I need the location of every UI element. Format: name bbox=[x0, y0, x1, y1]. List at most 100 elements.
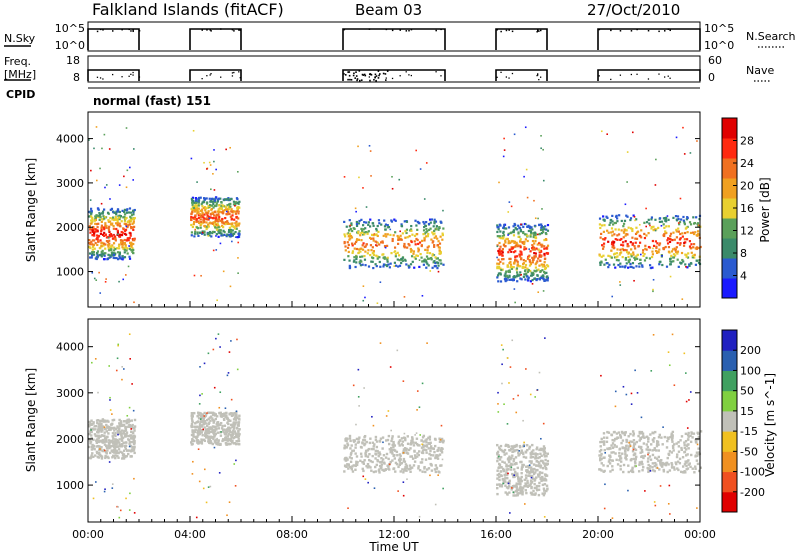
velocity-echo-outlier bbox=[206, 412, 208, 414]
velocity-ground-scatter-cell bbox=[537, 456, 540, 460]
power-echo-cell bbox=[367, 249, 370, 252]
power-echo-cell bbox=[660, 220, 664, 223]
velocity-ground-scatter-cell bbox=[505, 468, 508, 471]
velocity-ground-scatter-cell bbox=[133, 451, 136, 455]
power-echo-cell bbox=[96, 237, 99, 240]
velocity-ground-scatter-cell bbox=[406, 442, 410, 446]
velocity-ground-scatter-cell bbox=[518, 482, 521, 485]
power-echo-cell bbox=[533, 233, 537, 236]
power-echo-outlier bbox=[652, 247, 654, 250]
power-echo-outlier bbox=[606, 133, 609, 135]
power-echo-cell bbox=[199, 215, 203, 218]
power-echo-cell bbox=[376, 255, 379, 258]
power-echo-cell bbox=[103, 258, 106, 261]
power-echo-cell bbox=[384, 233, 387, 236]
velocity-echo-outlier bbox=[673, 384, 676, 387]
velocity-ground-scatter-cell bbox=[541, 447, 544, 451]
velocity-ground-scatter-cell bbox=[694, 465, 697, 468]
power-echo-outlier bbox=[126, 169, 129, 172]
velocity-ground-scatter-cell bbox=[225, 443, 228, 446]
velocity-ground-scatter-cell bbox=[699, 430, 703, 433]
power-echo-cell bbox=[205, 227, 208, 231]
power-echo-cell bbox=[88, 210, 91, 213]
power-echo-cell bbox=[124, 233, 128, 236]
nsky-noise-dot bbox=[619, 30, 622, 32]
power-echo-cell bbox=[539, 276, 543, 279]
velocity-ground-scatter-cell bbox=[405, 469, 408, 472]
velocity-ground-scatter-cell bbox=[421, 470, 424, 473]
power-echo-cell bbox=[348, 219, 351, 222]
power-echo-cell bbox=[216, 200, 220, 203]
velocity-ground-scatter-cell bbox=[546, 488, 549, 491]
power-echo-cell bbox=[397, 265, 400, 268]
velocity-ground-scatter-cell bbox=[124, 455, 127, 459]
power-echo-cell bbox=[343, 233, 346, 236]
power-echo-outlier bbox=[528, 256, 530, 259]
velocity-ground-scatter-cell bbox=[544, 452, 547, 455]
velocity-ground-scatter-cell bbox=[128, 442, 131, 445]
power-echo-outlier bbox=[101, 147, 103, 150]
power-echo-cell bbox=[415, 254, 418, 257]
power-echo-cell bbox=[205, 197, 208, 200]
power-echo-cell bbox=[531, 247, 534, 250]
station-title: Falkland Islands (fitACF) bbox=[92, 0, 284, 19]
power-echo-cell bbox=[121, 258, 124, 261]
power-echo-outlier bbox=[652, 278, 655, 281]
velocity-ground-scatter-cell bbox=[654, 430, 657, 434]
power-echo-cell bbox=[662, 217, 666, 220]
power-echo-cell bbox=[631, 243, 634, 246]
velocity-ground-scatter-cell bbox=[429, 462, 432, 466]
velocity-ground-scatter-cell bbox=[391, 452, 394, 455]
power-echo-cell bbox=[662, 223, 665, 226]
power-echo-cell bbox=[683, 223, 687, 226]
power-echo-cell bbox=[230, 222, 233, 225]
power-echo-cell bbox=[355, 257, 358, 261]
power-echo-cell bbox=[355, 224, 359, 227]
velocity-ground-scatter-cell bbox=[538, 462, 541, 465]
velocity-ground-scatter-cell bbox=[435, 467, 439, 470]
power-echo-cell bbox=[696, 230, 700, 233]
velocity-ground-scatter-cell bbox=[90, 454, 93, 457]
power-echo-cell bbox=[220, 234, 223, 237]
power-echo-cell bbox=[611, 220, 614, 223]
power-echo-cell bbox=[211, 211, 214, 214]
power-echo-cell bbox=[231, 214, 234, 217]
velocity-echo-outlier bbox=[513, 474, 515, 477]
power-echo-cell bbox=[217, 224, 220, 227]
velocity-ground-scatter-cell bbox=[109, 441, 112, 444]
power-echo-cell bbox=[496, 276, 499, 279]
velocity-ground-scatter-cell bbox=[92, 455, 95, 458]
power-echo-cell bbox=[532, 232, 535, 235]
velocity-echo-outlier bbox=[109, 396, 111, 399]
velocity-ground-scatter-cell bbox=[195, 436, 198, 440]
power-echo-cell bbox=[515, 271, 519, 274]
power-echo-cell bbox=[221, 224, 224, 227]
power-echo-cell bbox=[360, 218, 363, 221]
power-echo-cell bbox=[690, 262, 693, 265]
velocity-ground-scatter-cell bbox=[223, 414, 226, 417]
power-echo-outlier bbox=[206, 168, 208, 170]
velocity-ground-scatter-cell bbox=[375, 445, 379, 449]
velocity-ground-scatter-cell bbox=[623, 431, 627, 434]
velocity-ground-scatter-cell bbox=[366, 462, 370, 466]
power-echo-cell bbox=[207, 210, 210, 213]
velocity-ground-scatter-cell bbox=[637, 434, 640, 438]
velocity-ground-scatter-cell bbox=[219, 421, 223, 425]
velocity-ground-scatter-cell bbox=[95, 450, 99, 454]
velocity-echo-outlier bbox=[426, 342, 428, 344]
power-echo-cell bbox=[99, 239, 102, 242]
power-echo-cell bbox=[92, 250, 96, 254]
power-echo-cell bbox=[213, 214, 216, 217]
velocity-ground-scatter-cell bbox=[237, 433, 240, 436]
velocity-ground-scatter-cell bbox=[90, 419, 93, 422]
power-echo-cell bbox=[604, 237, 607, 240]
power-echo-cell bbox=[193, 204, 196, 208]
power-echo-cell bbox=[96, 252, 99, 255]
velocity-ground-scatter-cell bbox=[428, 435, 432, 439]
power-echo-cell bbox=[359, 250, 362, 253]
nave-dot bbox=[361, 73, 364, 76]
power-echo-cell bbox=[634, 247, 637, 250]
velocity-ground-scatter-cell bbox=[618, 448, 621, 451]
power-echo-cell bbox=[116, 208, 120, 212]
power-echo-cell bbox=[237, 232, 240, 235]
